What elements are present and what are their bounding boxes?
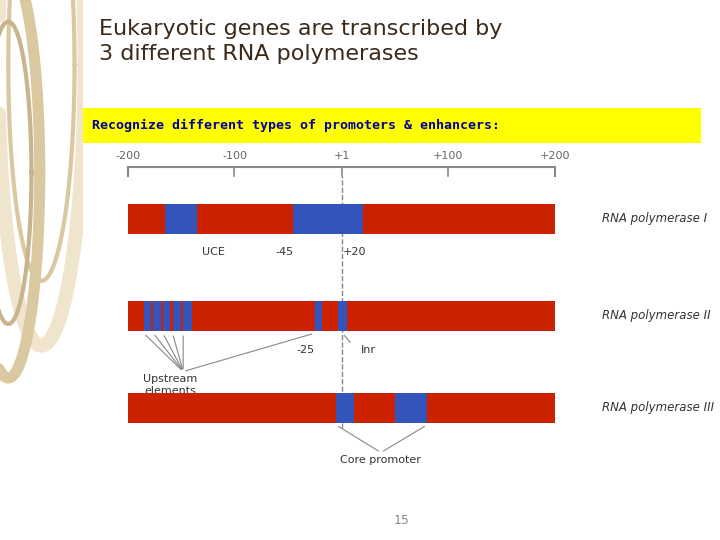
Bar — [293, 204, 363, 234]
Bar — [336, 393, 354, 423]
Bar — [395, 393, 427, 423]
Text: Recognize different types of promoters & enhancers:: Recognize different types of promoters &… — [92, 119, 500, 132]
Bar — [153, 301, 161, 331]
Text: +1: +1 — [334, 151, 351, 161]
Text: +100: +100 — [433, 151, 464, 161]
Text: +20: +20 — [343, 247, 366, 258]
Text: -25: -25 — [297, 345, 315, 355]
Bar — [127, 393, 555, 423]
Text: RNA polymerase II: RNA polymerase II — [602, 309, 711, 322]
Bar — [127, 301, 555, 331]
Text: -100: -100 — [222, 151, 247, 161]
Text: Inr: Inr — [361, 345, 376, 355]
Text: -45: -45 — [275, 247, 293, 258]
Bar — [173, 301, 181, 331]
Text: 15: 15 — [393, 514, 410, 526]
Text: UCE: UCE — [202, 247, 225, 258]
Text: -200: -200 — [115, 151, 140, 161]
Bar — [315, 301, 322, 331]
Bar — [127, 204, 555, 234]
Bar — [83, 108, 701, 143]
Text: RNA polymerase I: RNA polymerase I — [602, 212, 707, 225]
Text: Eukaryotic genes are transcribed by
3 different RNA polymerases: Eukaryotic genes are transcribed by 3 di… — [99, 19, 502, 64]
Bar — [338, 301, 347, 331]
Text: Upstream
elements: Upstream elements — [143, 374, 197, 396]
Bar — [183, 301, 192, 331]
Bar — [165, 204, 197, 234]
Bar — [144, 301, 151, 331]
Text: +200: +200 — [540, 151, 570, 161]
Text: RNA polymerase III: RNA polymerase III — [602, 401, 714, 414]
Text: Core promoter: Core promoter — [341, 455, 421, 465]
Bar — [163, 301, 171, 331]
